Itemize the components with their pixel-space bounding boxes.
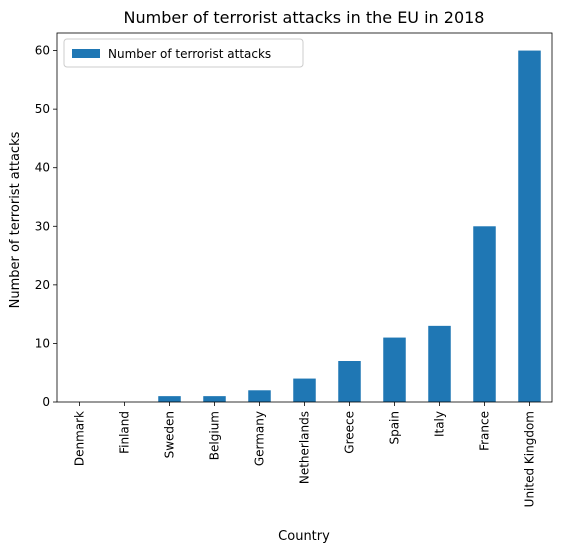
bar [338, 361, 361, 402]
y-tick-label: 50 [35, 102, 50, 116]
legend-label: Number of terrorist attacks [108, 47, 271, 61]
chart-title: Number of terrorist attacks in the EU in… [124, 8, 485, 27]
y-tick-label: 60 [35, 44, 50, 58]
bar [518, 50, 541, 402]
bar [203, 396, 226, 402]
y-tick-label: 10 [35, 336, 50, 350]
x-tick-label: France [478, 411, 492, 451]
x-tick-label: Greece [343, 411, 357, 454]
bar [473, 226, 496, 402]
y-tick-label: 20 [35, 278, 50, 292]
x-tick-label: Italy [433, 411, 447, 437]
x-tick-label: Denmark [73, 411, 87, 466]
bar [293, 378, 316, 402]
x-axis-label: Country [278, 529, 330, 544]
bar [248, 390, 271, 402]
x-tick-label: Sweden [163, 411, 177, 458]
plot-area: 0 10 20 30 40 50 60 Denmark Finland Sweden Belgium… [35, 32, 553, 507]
legend-box [63, 38, 304, 68]
y-tick-label: 30 [35, 219, 50, 233]
y-axis-label: Number of terrorist attacks [8, 131, 23, 308]
legend-swatch [72, 49, 100, 58]
x-tick-label: United Kingdom [523, 411, 537, 507]
bar [158, 396, 181, 402]
x-tick-label: Netherlands [298, 411, 312, 484]
x-tick-label: Spain [388, 411, 402, 445]
y-tick-label: 0 [42, 395, 50, 409]
y-tick-label: 40 [35, 161, 50, 175]
bar [383, 337, 406, 402]
bar [428, 325, 451, 402]
x-tick-label: Belgium [208, 411, 222, 460]
x-tick-label: Finland [118, 411, 132, 454]
x-tick-label: Germany [253, 411, 267, 466]
